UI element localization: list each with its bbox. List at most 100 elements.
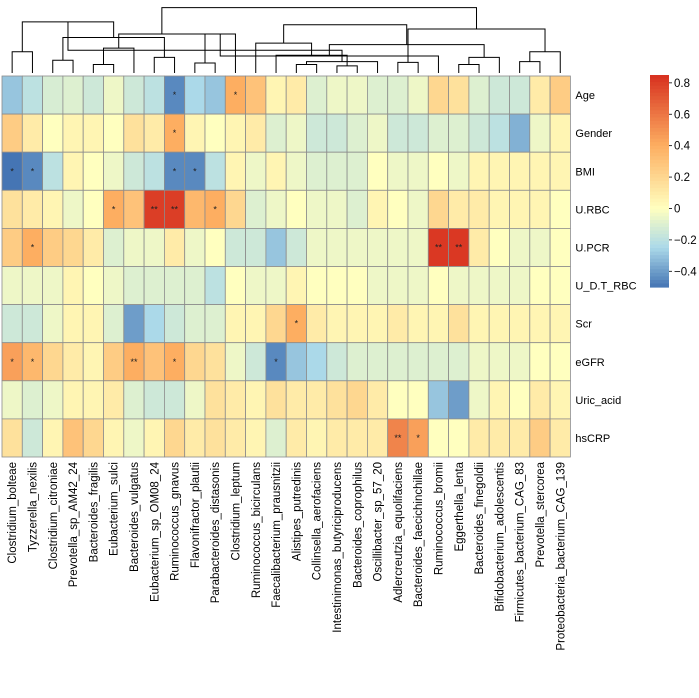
heatmap-cell	[1, 75, 23, 115]
heatmap-cell	[488, 418, 510, 458]
heatmap-cell	[427, 304, 449, 344]
significance-star: *	[193, 166, 197, 176]
heatmap-cell	[21, 189, 43, 229]
heatmap-cell	[285, 266, 307, 305]
heatmap-cell	[42, 189, 64, 229]
heatmap-cell	[468, 151, 490, 191]
heatmap-cell	[387, 266, 409, 305]
significance-star: *	[31, 242, 35, 252]
heatmap-cell	[123, 304, 145, 344]
heatmap-cell	[427, 418, 449, 458]
significance-star: *	[416, 433, 420, 443]
heatmap-cell	[204, 151, 226, 191]
heatmap-cell	[448, 75, 470, 115]
heatmap-cell	[103, 75, 125, 115]
significance-star: *	[173, 90, 177, 100]
heatmap-cell	[163, 227, 186, 267]
heatmap-cell	[549, 342, 571, 382]
column-label: Adlercreutzia_equolifaciens	[393, 462, 405, 603]
heatmap-cell	[326, 113, 348, 153]
heatmap-cell	[224, 266, 247, 305]
heatmap-cell	[1, 304, 23, 344]
heatmap-cell	[285, 342, 307, 382]
colorbar-segment	[650, 241, 669, 246]
heatmap-cell	[346, 266, 368, 305]
heatmap-cell	[265, 380, 287, 420]
significance-star: *	[31, 357, 35, 367]
heatmap-cell	[509, 304, 531, 344]
heatmap-cell	[468, 418, 490, 458]
heatmap-cell	[346, 227, 368, 267]
heatmap-cell	[245, 151, 267, 191]
heatmap-cell	[224, 418, 247, 458]
heatmap-cell	[509, 113, 531, 153]
column-label: Clostridium_leptum	[230, 462, 242, 560]
heatmap-cell	[427, 75, 449, 115]
row-label: U.PCR	[575, 242, 609, 254]
heatmap-cell	[468, 189, 490, 229]
heatmap-cell	[265, 75, 287, 115]
heatmap-cell	[224, 304, 247, 344]
heatmap-cell	[123, 418, 145, 458]
heatmap-cell	[82, 227, 104, 267]
colorbar-segment	[650, 262, 669, 267]
heatmap-cell	[42, 342, 64, 382]
heatmap-cell	[549, 266, 571, 305]
dendrogram-branch	[92, 63, 115, 73]
column-label: Ruminococcus_bromii	[433, 462, 445, 575]
dendrogram-branch	[11, 51, 33, 73]
heatmap-cell	[62, 227, 84, 267]
colorbar-segment	[650, 120, 669, 126]
heatmap-cell	[346, 151, 368, 191]
heatmap-cell	[346, 342, 368, 382]
column-label: Clostridium_bolteae	[7, 462, 19, 564]
heatmap-cell	[326, 227, 348, 267]
colorbar-segment	[650, 272, 669, 277]
heatmap-cell	[366, 304, 389, 344]
heatmap-cell	[468, 75, 490, 115]
colorbar-segment	[650, 202, 669, 207]
heatmap-cell	[468, 342, 490, 382]
significance-star: *	[213, 204, 217, 214]
heatmap-cell	[529, 189, 551, 229]
heatmap-cell	[224, 342, 247, 382]
heatmap-cell	[42, 418, 64, 458]
heatmap-cell	[366, 189, 389, 229]
heatmap-cells	[1, 75, 571, 458]
heatmap-cell	[245, 304, 267, 344]
heatmap-cell	[143, 151, 165, 191]
heatmap-cell	[326, 151, 348, 191]
heatmap-cell	[468, 113, 490, 153]
heatmap-cell	[143, 342, 165, 382]
heatmap-cell	[346, 189, 368, 229]
heatmap-cell	[509, 189, 531, 229]
heatmap-cell	[163, 266, 186, 305]
heatmap-cell	[427, 266, 449, 305]
heatmap-cell	[326, 189, 348, 229]
row-label: eGFR	[575, 357, 604, 369]
heatmap-cell	[427, 342, 449, 382]
colorbar-segment	[650, 75, 669, 80]
column-label: Bacteroides_vulgatus	[129, 462, 141, 572]
heatmap-cell	[62, 75, 84, 115]
colorbar-segment	[650, 255, 669, 260]
heatmap-cell	[42, 151, 64, 191]
colorbar-tick-label: 0	[674, 203, 680, 215]
heatmap-cell	[488, 151, 510, 191]
heatmap-cell	[427, 189, 449, 229]
significance-star: **	[130, 357, 138, 367]
heatmap-cell	[265, 113, 287, 153]
colorbar-segment	[650, 117, 669, 122]
significance-star: *	[274, 357, 278, 367]
heatmap-cell	[549, 304, 571, 344]
heatmap-cell	[184, 113, 206, 153]
significance-star: **	[151, 204, 159, 214]
heatmap-cell	[529, 151, 551, 191]
heatmap-cell	[123, 227, 145, 267]
heatmap-cell	[265, 304, 287, 344]
heatmap-cell	[448, 304, 470, 344]
heatmap-cell	[21, 266, 43, 305]
heatmap-cell	[549, 151, 571, 191]
heatmap-cell	[366, 380, 389, 420]
heatmap-cell	[62, 113, 84, 153]
